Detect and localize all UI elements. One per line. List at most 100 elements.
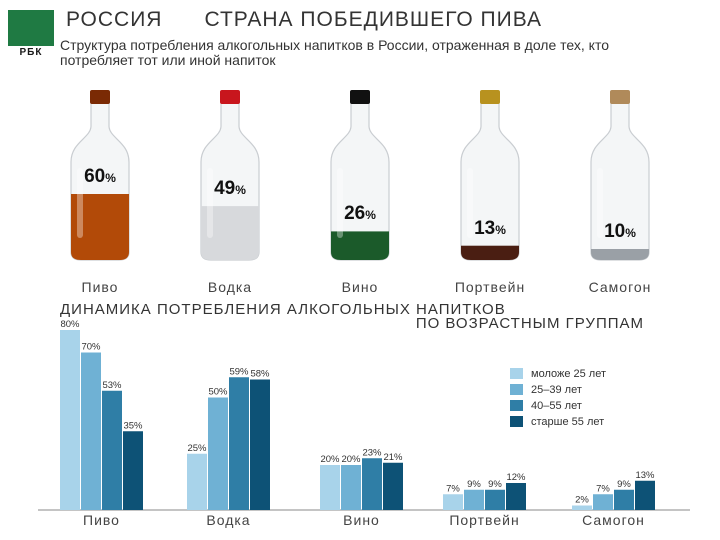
bar: [443, 494, 463, 510]
bottle-4: 13% Портвейн: [435, 86, 545, 296]
legend-label: моложе 25 лет: [531, 367, 607, 380]
bottle-label: Самогон: [588, 279, 652, 295]
legend-item: старше 55 лет: [510, 414, 606, 429]
bar: [341, 465, 361, 510]
x-tick-label: Портвейн: [449, 512, 519, 528]
legend-swatch: [510, 400, 523, 411]
bottle-graphic: [330, 90, 390, 261]
bottle-liquid: [591, 249, 649, 260]
bar: [572, 505, 592, 510]
bottle-liquid: [461, 245, 519, 260]
legend-label: 40–55 лет: [531, 399, 582, 412]
chart-title-line-2: ПО ВОЗРАСТНЫМ ГРУППАМ: [415, 315, 644, 332]
bottle-value-number: 60: [84, 166, 106, 187]
page-subtitle: Структура потребления алкогольных напитк…: [60, 37, 609, 68]
chart-title-line-1: ДИНАМИКА ПОТРЕБЛЕНИЯ АЛКОГОЛЬНЫХ НАПИТКО…: [60, 301, 506, 318]
bottle-value-number: 13: [474, 217, 496, 239]
bar: [464, 489, 484, 510]
bottle-value: 13%: [435, 218, 545, 240]
data-label: 7%: [596, 483, 610, 494]
bottle-graphic: [200, 90, 260, 261]
legend-swatch: [510, 384, 523, 395]
data-label: 13%: [635, 470, 655, 481]
bottle-value-number: 10: [604, 221, 626, 242]
legend-item: 25–39 лет: [510, 382, 606, 397]
bar: [362, 458, 382, 510]
bar: [383, 462, 403, 510]
legend-label: старше 55 лет: [531, 415, 605, 428]
data-label: 59%: [229, 366, 249, 377]
bottle-2: 49% Водка: [175, 86, 285, 296]
bottle-infographic: 60% Пиво 49% Водка 26% Вино 13% Портвейн 10% Само…: [40, 86, 700, 296]
data-label: 21%: [383, 452, 403, 463]
logo-text: РБК: [19, 47, 43, 58]
legend-item: моложе 25 лет: [510, 366, 606, 381]
bottle-liquid: [201, 206, 259, 260]
bottle-5: 10% Самогон: [565, 86, 675, 296]
x-tick-label: Водка: [206, 512, 250, 528]
data-label: 80%: [60, 320, 80, 330]
logo-mark: [8, 10, 54, 46]
bottle-value-unit: %: [105, 171, 116, 185]
bottle-liquid: [331, 231, 389, 260]
bottle-label: Водка: [207, 279, 253, 295]
data-label: 9%: [467, 479, 481, 490]
bar: [320, 465, 340, 510]
data-label: 12%: [506, 472, 526, 483]
bottle-value-unit: %: [235, 183, 246, 198]
bar: [60, 330, 80, 510]
title-part-1: РОССИЯ: [66, 8, 163, 31]
data-label: 50%: [208, 387, 228, 398]
bottle-graphic: [590, 90, 650, 261]
bottle-label: Пиво: [81, 279, 119, 295]
bar: [229, 377, 249, 510]
bottle-value: 60%: [45, 166, 155, 188]
bottle-liquid: [71, 194, 129, 260]
bottle-value: 49%: [175, 178, 285, 200]
legend-swatch: [510, 416, 523, 427]
legend-swatch: [510, 368, 523, 379]
bottle-value-number: 26: [344, 203, 366, 225]
bottle-value-unit: %: [365, 208, 376, 223]
x-tick-label: Самогон: [582, 512, 645, 528]
bottle-graphic: [460, 90, 520, 261]
bottle-value-unit: %: [495, 222, 506, 237]
bar: [250, 379, 270, 510]
data-label: 58%: [250, 369, 270, 380]
bar: [635, 480, 655, 510]
chart-legend: моложе 25 лет 25–39 лет 40–55 лет старше 55…: [510, 366, 606, 430]
bottle-value-number: 49: [214, 178, 236, 200]
bar: [123, 431, 143, 510]
data-label: 20%: [320, 454, 340, 465]
data-label: 25%: [187, 443, 207, 454]
title-part-2: СТРАНА ПОБЕДИВШЕГО ПИВА: [204, 8, 543, 31]
bar: [102, 390, 122, 510]
bottle-value-unit: %: [625, 226, 636, 240]
chart-title: ДИНАМИКА ПОТРЕБЛЕНИЯ АЛКОГОЛЬНЫХ НАПИТКО…: [60, 301, 660, 332]
bottle-value: 10%: [565, 221, 675, 243]
bottle-graphic: [70, 90, 130, 261]
legend-label: 25–39 лет: [531, 383, 582, 396]
bar: [485, 489, 505, 510]
x-tick-label: Вино: [343, 512, 380, 528]
data-label: 23%: [362, 447, 382, 458]
data-label: 35%: [123, 420, 143, 431]
bar: [187, 453, 207, 510]
bar: [614, 489, 634, 510]
page-title: РОССИЯ СТРАНА ПОБЕДИВШЕГО ПИВА: [66, 8, 542, 32]
legend-item: 40–55 лет: [510, 398, 606, 413]
logo: РБК: [8, 10, 54, 58]
data-label: 70%: [81, 342, 101, 353]
bottle-value: 26%: [305, 203, 415, 225]
bottle-1: 60% Пиво: [45, 86, 155, 296]
data-label: 9%: [617, 479, 631, 490]
bottle-label: Вино: [341, 279, 379, 295]
data-label: 53%: [102, 380, 122, 391]
data-label: 9%: [488, 479, 502, 490]
data-label: 7%: [446, 483, 460, 494]
data-label: 20%: [341, 454, 361, 465]
bar: [593, 494, 613, 510]
data-label: 2%: [575, 495, 589, 506]
bottle-3: 26% Вино: [305, 86, 415, 296]
